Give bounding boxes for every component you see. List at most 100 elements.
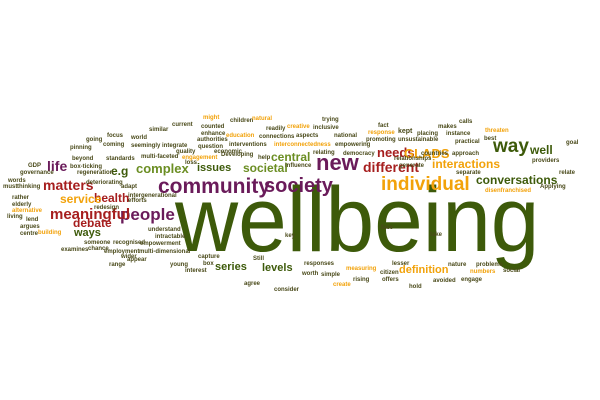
word-examines: examines	[61, 247, 89, 253]
word-society: society	[264, 175, 333, 197]
word-applying: Applying	[540, 184, 566, 190]
word-lesser: lesser	[392, 261, 410, 267]
word-developing: Developing	[221, 152, 254, 158]
word-counted: counted	[201, 124, 225, 130]
word-disenfranchised: disenfranchised	[485, 188, 532, 194]
word-creative: creative	[287, 124, 310, 130]
word-pinning: pinning	[70, 145, 92, 151]
word-focus: focus	[107, 133, 124, 139]
word-makes: makes	[438, 124, 457, 130]
word-conversations: conversations	[476, 173, 558, 187]
word-governance: governance	[20, 170, 54, 176]
word-responses: responses	[304, 261, 335, 267]
word-elderly: elderly	[12, 202, 32, 208]
word-complex: complex	[136, 161, 189, 176]
word-national: national	[334, 133, 358, 139]
word-ways: ways	[74, 227, 101, 239]
word-avoided: avoided	[433, 278, 456, 284]
word-current: current	[172, 122, 193, 128]
word-worth: worth	[302, 271, 319, 277]
word-natural: natural	[252, 116, 273, 122]
word-wider: wider	[121, 254, 137, 260]
word-help: help	[258, 155, 271, 161]
word-relationships: relationships	[394, 156, 432, 162]
word-children: children	[230, 118, 254, 124]
word-meaningful: meaningful	[50, 206, 131, 223]
word-empowering: empowering	[335, 142, 371, 148]
word-people: people	[120, 205, 175, 224]
word-loss: loss	[185, 160, 198, 166]
word-centre: centre	[20, 231, 39, 237]
word-standards: standards	[106, 156, 135, 162]
word-efforts: efforts	[128, 198, 147, 204]
word-matters: matters	[43, 177, 94, 193]
word-social: social	[503, 268, 521, 274]
word-readily: readily	[266, 126, 286, 132]
word-still: Still	[253, 256, 265, 262]
word-best: best	[484, 136, 497, 142]
word-service: service	[60, 192, 102, 206]
word-series: series	[215, 261, 247, 273]
word-engage: engage	[461, 277, 483, 283]
word-well: well	[530, 143, 553, 157]
word-promoting: promoting	[366, 137, 396, 143]
word-central: central	[271, 150, 311, 164]
word-measuring: measuring	[346, 266, 377, 272]
word-trying: trying	[322, 117, 339, 123]
word-needs: needs	[377, 145, 415, 160]
word-question: question	[198, 144, 223, 150]
word-quality: quality	[176, 149, 196, 155]
word-generate: generate	[399, 163, 425, 169]
word-aspects: aspects	[296, 133, 319, 139]
word-nature: nature	[448, 262, 467, 268]
word-chance: chance	[88, 246, 109, 252]
word-going: going	[86, 137, 103, 143]
word-providers: providers	[532, 158, 560, 164]
word-lend: lend	[26, 217, 39, 223]
word-capture: capture	[198, 254, 220, 260]
word-hold: hold	[409, 284, 422, 290]
word-redesign: redesign	[94, 205, 120, 211]
word-relate: relate	[559, 170, 576, 176]
word-enhance: enhance	[201, 131, 226, 137]
word-key: key	[285, 233, 296, 239]
word-interactions: interactions	[432, 157, 501, 171]
word-might: might	[203, 115, 220, 121]
word-intergenerational: intergenerational	[128, 193, 177, 199]
word-simple: simple	[321, 272, 341, 278]
word-box-ticking: box-ticking	[70, 164, 103, 170]
word-economic: economic	[214, 149, 243, 155]
word-community: community	[158, 175, 271, 198]
word-definition: definition	[399, 264, 449, 276]
word-placing: placing	[417, 131, 439, 137]
word-appear: appear	[127, 257, 147, 263]
word-recognised: recognised	[113, 240, 146, 246]
word-inclusive: inclusive	[313, 125, 339, 131]
word-regeneration: regeneration	[77, 170, 114, 176]
word-interest: interest	[185, 268, 207, 274]
word-building: building	[38, 230, 62, 236]
word-offers: offers	[382, 277, 399, 283]
word-approach: approach	[452, 151, 480, 157]
word-alternative: alternative	[12, 208, 43, 214]
word-glads: GLADS	[404, 146, 450, 161]
word-living: living	[7, 214, 23, 220]
word-societal: societal	[243, 161, 288, 175]
word-seemingly: seemingly	[131, 143, 161, 149]
word-individual: individual	[381, 174, 470, 195]
word-engagement: engagement	[182, 155, 218, 161]
word-argues: argues	[20, 224, 40, 230]
word-understand: understand	[148, 227, 181, 233]
word-authorities: authorities	[197, 137, 228, 143]
word-separate: separate	[456, 170, 481, 176]
word-interconnectedness: interconnectedness	[274, 142, 331, 148]
word-influence: influence	[285, 163, 312, 169]
word-eg: e.g	[111, 164, 129, 178]
word-range: range	[109, 262, 126, 268]
word-instance: instance	[446, 131, 471, 137]
word-health: health	[94, 191, 130, 205]
word-agree: agree	[244, 281, 261, 287]
word-kept: kept	[398, 128, 413, 135]
word-response: response	[368, 130, 395, 136]
word-issues: issues	[197, 162, 232, 174]
